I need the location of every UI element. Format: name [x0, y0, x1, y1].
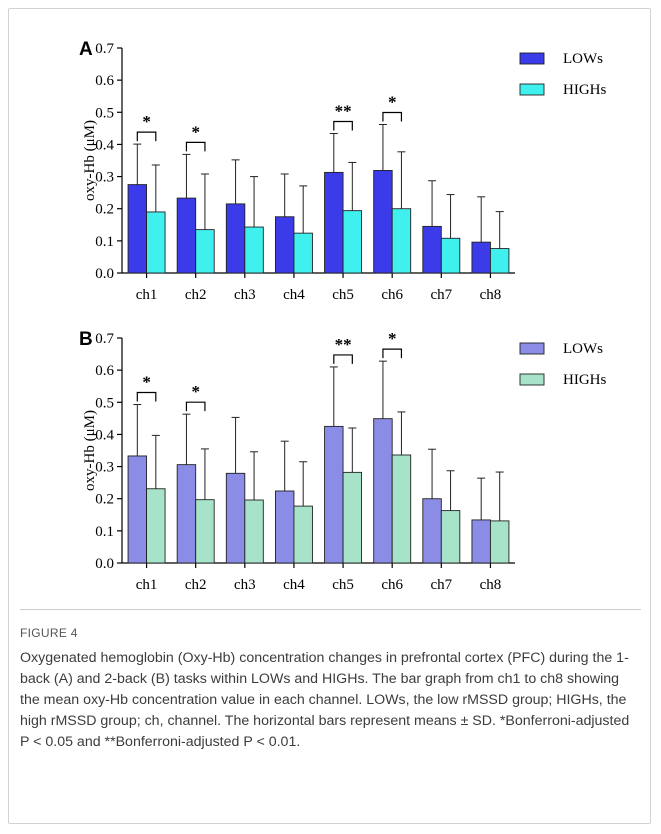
x-tick-label: ch3 — [234, 287, 256, 303]
significance-bracket — [136, 131, 157, 142]
x-tick-label: ch4 — [283, 577, 305, 593]
panel-letter: B — [79, 329, 93, 350]
y-tick-label: 0.2 — [95, 492, 114, 508]
x-tick-label: ch5 — [332, 577, 354, 593]
x-tick-label: ch7 — [430, 287, 452, 303]
x-tick-label: ch3 — [234, 577, 256, 593]
bar-lows-ch2 — [176, 464, 197, 564]
x-tick-label: ch8 — [480, 577, 502, 593]
legend-label-lows: LOWs — [563, 51, 603, 67]
x-tick-label: ch6 — [381, 577, 403, 593]
significance-marker: * — [142, 373, 151, 392]
bar-highs-ch6 — [391, 454, 412, 564]
bar-highs-ch8 — [489, 248, 510, 274]
bar-lows-ch6 — [373, 170, 393, 274]
significance-marker: * — [388, 93, 397, 112]
significance-bracket — [136, 391, 157, 402]
significance-marker: * — [191, 122, 200, 141]
bar-highs-ch5 — [342, 471, 363, 564]
legend-swatch-lows — [519, 342, 545, 355]
bar-highs-ch5 — [342, 210, 363, 274]
significance-bracket — [333, 120, 353, 131]
bar-lows-ch5 — [324, 171, 344, 274]
y-tick-label: 0.5 — [95, 105, 114, 121]
legend-swatch-highs — [519, 83, 545, 96]
bar-highs-ch4 — [293, 232, 313, 274]
significance-marker: * — [191, 382, 200, 401]
significance-bracket — [333, 354, 353, 364]
y-tick-label: 0.7 — [95, 331, 114, 347]
y-tick-label: 0.3 — [95, 460, 114, 476]
bar-lows-ch7 — [422, 498, 442, 564]
x-tick-label: ch1 — [136, 577, 158, 593]
bar-lows-ch1 — [127, 184, 148, 274]
bar-lows-ch4 — [274, 216, 295, 274]
legend-label-highs: HIGHs — [563, 372, 606, 388]
significance-bracket — [382, 111, 403, 122]
significance-marker: * — [388, 329, 397, 348]
significance-bracket — [185, 141, 206, 152]
y-tick-label: 0.0 — [95, 556, 114, 572]
bar-lows-ch5 — [324, 425, 344, 564]
y-tick-label: 0.5 — [95, 395, 114, 411]
legend-label-lows: LOWs — [563, 341, 603, 357]
y-tick-label: 0.6 — [95, 363, 114, 379]
y-axis-label: oxy-Hb (μM) — [82, 120, 98, 201]
legend-label-highs: HIGHs — [563, 82, 606, 98]
bar-highs-ch7 — [440, 510, 461, 564]
significance-marker: * — [142, 112, 151, 131]
bar-lows-ch8 — [471, 241, 491, 274]
legend-swatch-highs — [519, 373, 545, 386]
x-tick-label: ch7 — [430, 577, 452, 593]
bar-highs-ch4 — [293, 505, 313, 564]
significance-bracket — [382, 348, 403, 359]
bar-lows-ch3 — [225, 472, 246, 564]
bar-highs-ch1 — [146, 211, 166, 274]
legend-swatch-lows — [519, 52, 545, 65]
x-tick-label: ch6 — [381, 287, 403, 303]
figure-frame — [8, 8, 651, 824]
bar-lows-ch3 — [225, 203, 246, 274]
y-tick-label: 0.2 — [95, 202, 114, 218]
y-tick-label: 0.1 — [95, 234, 114, 250]
y-axis-label: oxy-Hb (μM) — [82, 410, 98, 491]
y-tick-label: 0.4 — [95, 427, 114, 443]
x-tick-label: ch2 — [185, 577, 207, 593]
y-tick-label: 0.7 — [95, 41, 114, 57]
figure-caption: Oxygenated hemoglobin (Oxy-Hb) concentra… — [20, 650, 630, 750]
caption-divider — [20, 609, 641, 610]
bar-lows-ch2 — [176, 197, 197, 274]
significance-bracket — [185, 401, 206, 412]
significance-marker: ** — [335, 335, 352, 354]
panel-letter: A — [79, 39, 93, 60]
bar-lows-ch7 — [422, 225, 442, 274]
x-tick-label: ch5 — [332, 287, 354, 303]
x-tick-label: ch4 — [283, 287, 305, 303]
y-tick-label: 0.3 — [95, 170, 114, 186]
x-tick-label: ch1 — [136, 287, 158, 303]
bar-lows-ch1 — [127, 455, 148, 564]
x-tick-label: ch2 — [185, 287, 207, 303]
bar-highs-ch3 — [244, 499, 264, 564]
x-tick-label: ch8 — [480, 287, 502, 303]
bar-lows-ch6 — [373, 418, 393, 564]
y-tick-label: 0.0 — [95, 266, 114, 282]
bar-highs-ch6 — [391, 208, 412, 274]
y-tick-label: 0.6 — [95, 73, 114, 89]
bar-highs-ch1 — [146, 488, 166, 564]
significance-marker: ** — [335, 102, 352, 121]
bar-lows-ch8 — [471, 519, 491, 564]
bar-lows-ch4 — [274, 490, 295, 564]
bar-highs-ch7 — [440, 237, 461, 274]
y-tick-label: 0.4 — [95, 137, 114, 153]
bar-highs-ch2 — [195, 229, 215, 274]
bar-highs-ch3 — [244, 226, 264, 274]
figure-label: FIGURE 4 — [20, 626, 78, 640]
bar-highs-ch2 — [195, 499, 215, 564]
y-tick-label: 0.1 — [95, 524, 114, 540]
bar-highs-ch8 — [489, 520, 510, 564]
